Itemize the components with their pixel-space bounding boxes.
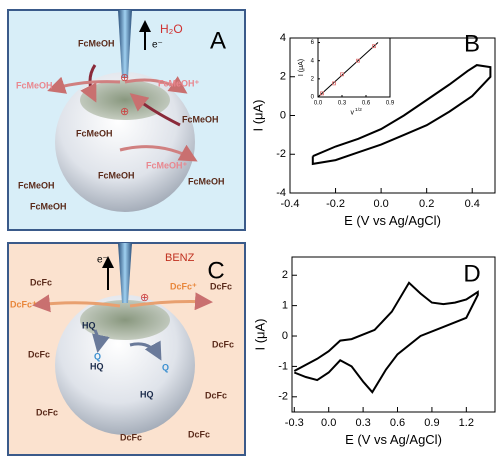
panel-c: ⊕ C BENZ e⁻ DcFc DcFc⁺ DcFc⁺ DcFc DcFc D… [7,242,246,456]
x-tick-label: 0.3 [338,101,347,107]
species: DcFc [210,281,232,291]
solvent: BENZ [165,252,195,264]
y-tick-label: -2 [276,148,286,160]
y-tick-label: 2 [282,269,288,281]
x-axis-label: v [351,109,355,116]
y-tick-label: -1 [278,360,288,372]
x-tick-label: 0.9 [386,101,395,107]
point [372,44,376,49]
species: FcMeOH⁺ [158,78,200,88]
y-axis-label: I (μA) [298,59,305,76]
arrow [129,340,162,361]
electron: e⁻ [97,255,108,266]
species: DcFc [36,407,58,417]
arrow [32,294,121,313]
y-tick-label: 0 [280,109,286,121]
species: FcMeOH [78,38,115,48]
y-tick-label: 0 [282,330,288,342]
species: FcMeOH⁺ [146,160,188,170]
species: DcFc [28,349,50,359]
fit-line [317,42,379,98]
x-tick-label: 0.2 [419,198,434,210]
species: FcMeOH [76,128,113,138]
species: Q [162,362,169,372]
panel-label: A [210,27,226,54]
tip [118,10,132,78]
y-axis-label: I (μA) [253,318,268,350]
x-tick-label: -0.2 [326,198,345,210]
cv-curve [293,281,479,394]
y-tick-label: -2 [278,391,288,403]
species: DcFc⁺ [170,281,197,291]
species: FcMeOH [188,176,225,186]
solvent: H₂O [160,22,183,36]
y-axis-label: I (μA) [251,99,266,131]
y-tick-label: -4 [276,187,286,199]
species: FcMeOH [30,201,67,211]
species: FcMeOH [182,114,219,124]
x-tick-label: 0.0 [321,417,336,429]
plot-frame [291,256,496,413]
arrow [129,93,181,127]
x-tick-label: 0.4 [465,198,480,210]
x-tick-label: 0.3 [355,417,370,429]
x-tick-label: 0.0 [314,101,323,107]
species: DcFc [205,390,227,400]
point [356,58,360,63]
y-tick-label: 0 [311,95,315,101]
species: FcMeOH [16,80,53,90]
arrow [129,292,213,311]
y-tick-label: 2 [311,76,315,82]
species: HQ [90,361,104,371]
cv-curve [311,64,492,166]
x-axis-label: E (V vs Ag/AgCl) [345,432,442,447]
y-tick-label: 6 [311,40,315,46]
point [340,72,344,77]
x-tick-label: 0.0 [373,198,388,210]
point [320,91,324,96]
arrow [92,329,110,353]
x-tick-label: 0.6 [390,417,405,429]
panel-label: B [464,30,480,57]
species: FcMeOH [98,170,135,180]
y-tick-label: 4 [311,58,315,64]
disc [80,300,170,340]
species: FcMeOH [18,180,55,190]
x-tick-label: 0.6 [362,101,371,107]
species: HQ [140,389,154,399]
x-tick-label: 1.2 [459,417,474,429]
species: DcFc⁺ [10,299,37,309]
arrow [47,76,121,94]
x-tick-label: -0.4 [281,198,300,210]
point [332,81,336,86]
charts: -0.4 -0.2 0.0 0.2 0.4 -4 -2 0 2 4 E (V vs Ag/AgCl)… [251,30,496,447]
electron: e⁻ [152,40,163,51]
plus-sign: ⊕ [120,106,129,118]
species: DcFc [120,432,142,442]
species: DcFc [188,429,210,439]
species: Q [94,351,101,361]
species: DcFc [30,277,52,287]
tip [118,243,132,303]
species: HQ [82,320,96,330]
panel-label: C [207,257,224,284]
y-tick-label: 2 [280,71,286,83]
species: DcFc [212,339,234,349]
arrow [124,76,188,94]
x-tick-label: -0.3 [285,417,304,429]
x-axis-label: E (V vs Ag/AgCl) [344,213,441,228]
plot-frame [317,37,391,98]
panel-a: ⊕ ⊕ A H₂O e⁻ FcMeOH FcMeOH FcMeOH⁺ FcMeO… [7,9,246,231]
panel-label: D [463,260,480,287]
x-axis-label-superscript: 1/2 [355,107,362,113]
arrow [119,144,198,162]
plus-sign: ⊕ [140,292,149,304]
y-tick-label: 4 [280,32,286,44]
y-tick-label: 1 [282,300,288,312]
x-tick-label: 0.9 [424,417,439,429]
plus-sign: ⊕ [120,72,129,84]
